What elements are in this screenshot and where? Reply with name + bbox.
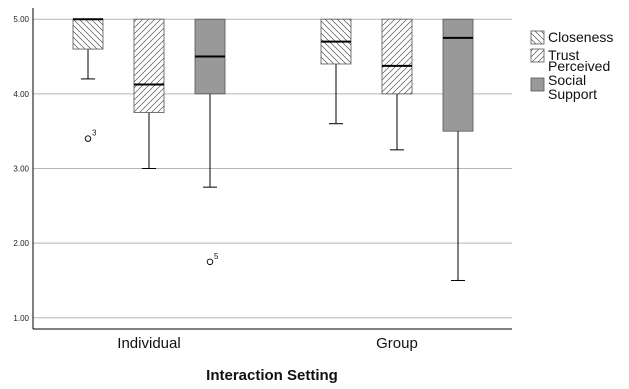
outlier-point <box>84 135 92 142</box>
box-groups: 35 <box>72 18 474 281</box>
box-trust-individual <box>133 18 165 169</box>
box-iqr <box>72 18 104 50</box>
x-axis-categories: Individual Group <box>117 335 418 352</box>
legend-label: Perceived <box>548 58 610 74</box>
x-axis-label: Interaction Setting <box>206 367 338 384</box>
legend-label: Closeness <box>548 29 613 45</box>
box-closeness-individual: 3 <box>72 18 104 142</box>
y-tick-label: 1.00 <box>13 314 29 323</box>
y-tick-label: 2.00 <box>13 239 29 248</box>
legend-label: Support <box>548 86 597 102</box>
outlier-point <box>206 258 214 266</box>
box-iqr <box>442 18 474 132</box>
box-perceived-social-support-group <box>442 18 474 281</box>
legend-swatch <box>530 77 545 92</box>
box-trust-group <box>381 18 413 151</box>
box-closeness-group <box>320 18 352 125</box>
y-tick-label: 3.00 <box>13 165 29 174</box>
legend-swatch <box>530 30 545 45</box>
legend-swatch <box>530 48 545 63</box>
legend-label: Trust <box>548 47 579 63</box>
axes <box>32 8 512 330</box>
box-iqr <box>381 18 413 95</box>
box-perceived-social-support-individual: 5 <box>194 18 226 266</box>
y-tick-label: 5.00 <box>13 15 29 24</box>
y-tick-label: 4.00 <box>13 90 29 99</box>
box-iqr <box>133 18 165 113</box>
legend-label: Social <box>548 72 586 88</box>
y-axis-ticks: 1.00 2.00 3.00 4.00 5.00 <box>13 15 29 323</box>
x-category-label: Group <box>376 335 418 352</box>
x-category-label: Individual <box>117 335 180 352</box>
gridlines <box>33 18 512 319</box>
outlier-label: 5 <box>214 252 219 261</box>
outlier-label: 3 <box>92 129 97 138</box>
